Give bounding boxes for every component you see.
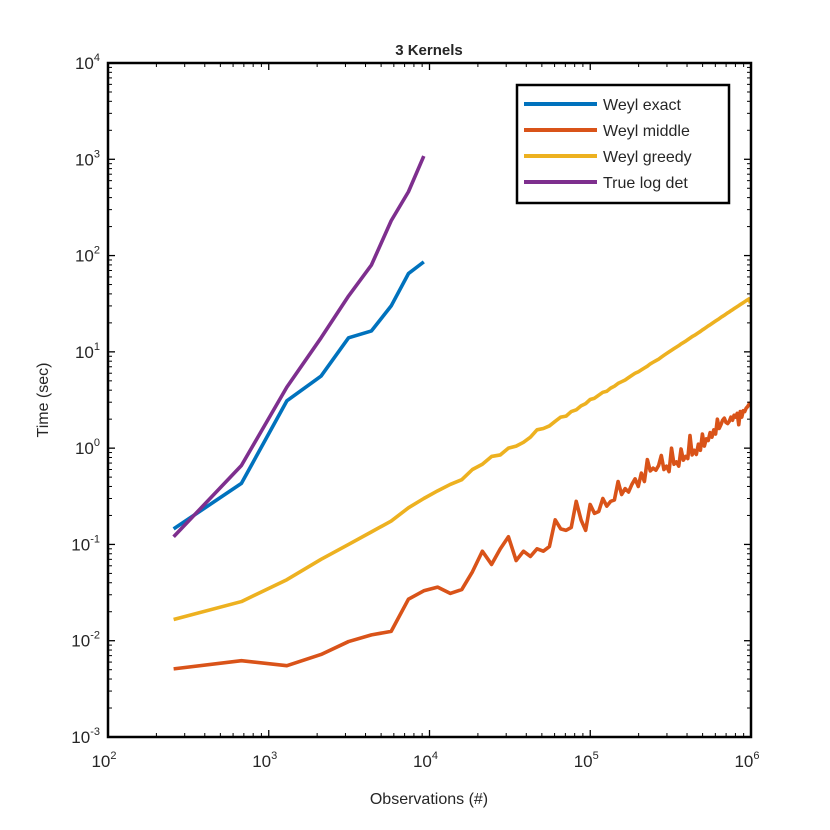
y-tick-label-exponent: 0	[94, 437, 100, 449]
y-tick-label-base: 10	[71, 728, 90, 747]
y-tick-label-base: 10	[71, 535, 90, 554]
legend-label: Weyl exact	[603, 97, 682, 114]
x-axis-label: Observations (#)	[370, 791, 488, 808]
y-tick-label-exponent: -1	[90, 533, 100, 545]
x-tick-label-base: 10	[574, 752, 593, 771]
legend-label: Weyl greedy	[603, 149, 692, 166]
y-tick-label-exponent: -2	[90, 630, 100, 642]
x-tick-label: 103	[252, 750, 277, 771]
y-tick-label-base: 10	[75, 150, 94, 169]
x-tick-label: 104	[413, 750, 438, 771]
x-tick-label-base: 10	[91, 752, 110, 771]
y-tick-label-exponent: 3	[94, 148, 100, 160]
series-line-weyl-middle	[173, 401, 752, 671]
y-tick-label: 102	[75, 245, 100, 266]
y-tick-label: 10-2	[71, 630, 100, 651]
y-tick-label: 104	[75, 52, 100, 73]
x-tick-label-exponent: 5	[593, 750, 599, 762]
legend: Weyl exact Weyl middle Weyl greedy True log…	[515, 83, 731, 205]
series-line-weyl-greedy	[173, 297, 753, 622]
legend-label: True log det	[603, 175, 688, 192]
x-tick-label-exponent: 6	[753, 750, 759, 762]
series-line-true-log-det	[172, 155, 426, 539]
axes-box	[106, 61, 753, 739]
x-tick-label-base: 10	[252, 752, 271, 771]
y-tick-label-base: 10	[75, 343, 94, 362]
y-tick-label-base: 10	[75, 439, 94, 458]
y-tick-label-exponent: 4	[94, 52, 100, 64]
chart-title: 3 Kernels	[395, 42, 463, 59]
y-tick-label-exponent: -3	[90, 726, 100, 738]
y-tick-label: 103	[75, 148, 100, 169]
legend-label: Weyl middle	[603, 123, 690, 140]
x-tick-label: 102	[91, 750, 116, 771]
x-tick-label-base: 10	[413, 752, 432, 771]
x-tick-label: 105	[574, 750, 599, 771]
y-axis-label: Time (sec)	[35, 363, 52, 438]
series-line-weyl-exact	[172, 260, 425, 531]
y-tick-label: 101	[75, 341, 100, 362]
y-tick-label: 10-3	[71, 726, 100, 747]
x-tick-label-exponent: 3	[271, 750, 277, 762]
x-tick-label-base: 10	[734, 752, 753, 771]
y-tick-label: 100	[75, 437, 100, 458]
y-tick-label-base: 10	[75, 54, 94, 73]
y-tick-label-exponent: 1	[94, 341, 100, 353]
y-tick-label-base: 10	[71, 632, 90, 651]
y-tick-label-exponent: 2	[94, 245, 100, 257]
y-tick-label: 10-1	[71, 533, 100, 554]
y-tick-label-base: 10	[75, 247, 94, 266]
x-tick-label-exponent: 2	[110, 750, 116, 762]
tick-layer: 102 103 104 105 10610-310-210-11001011021031…	[71, 52, 759, 771]
series-layer	[172, 155, 753, 671]
x-tick-label: 106	[734, 750, 759, 771]
x-tick-label-exponent: 4	[432, 750, 438, 762]
